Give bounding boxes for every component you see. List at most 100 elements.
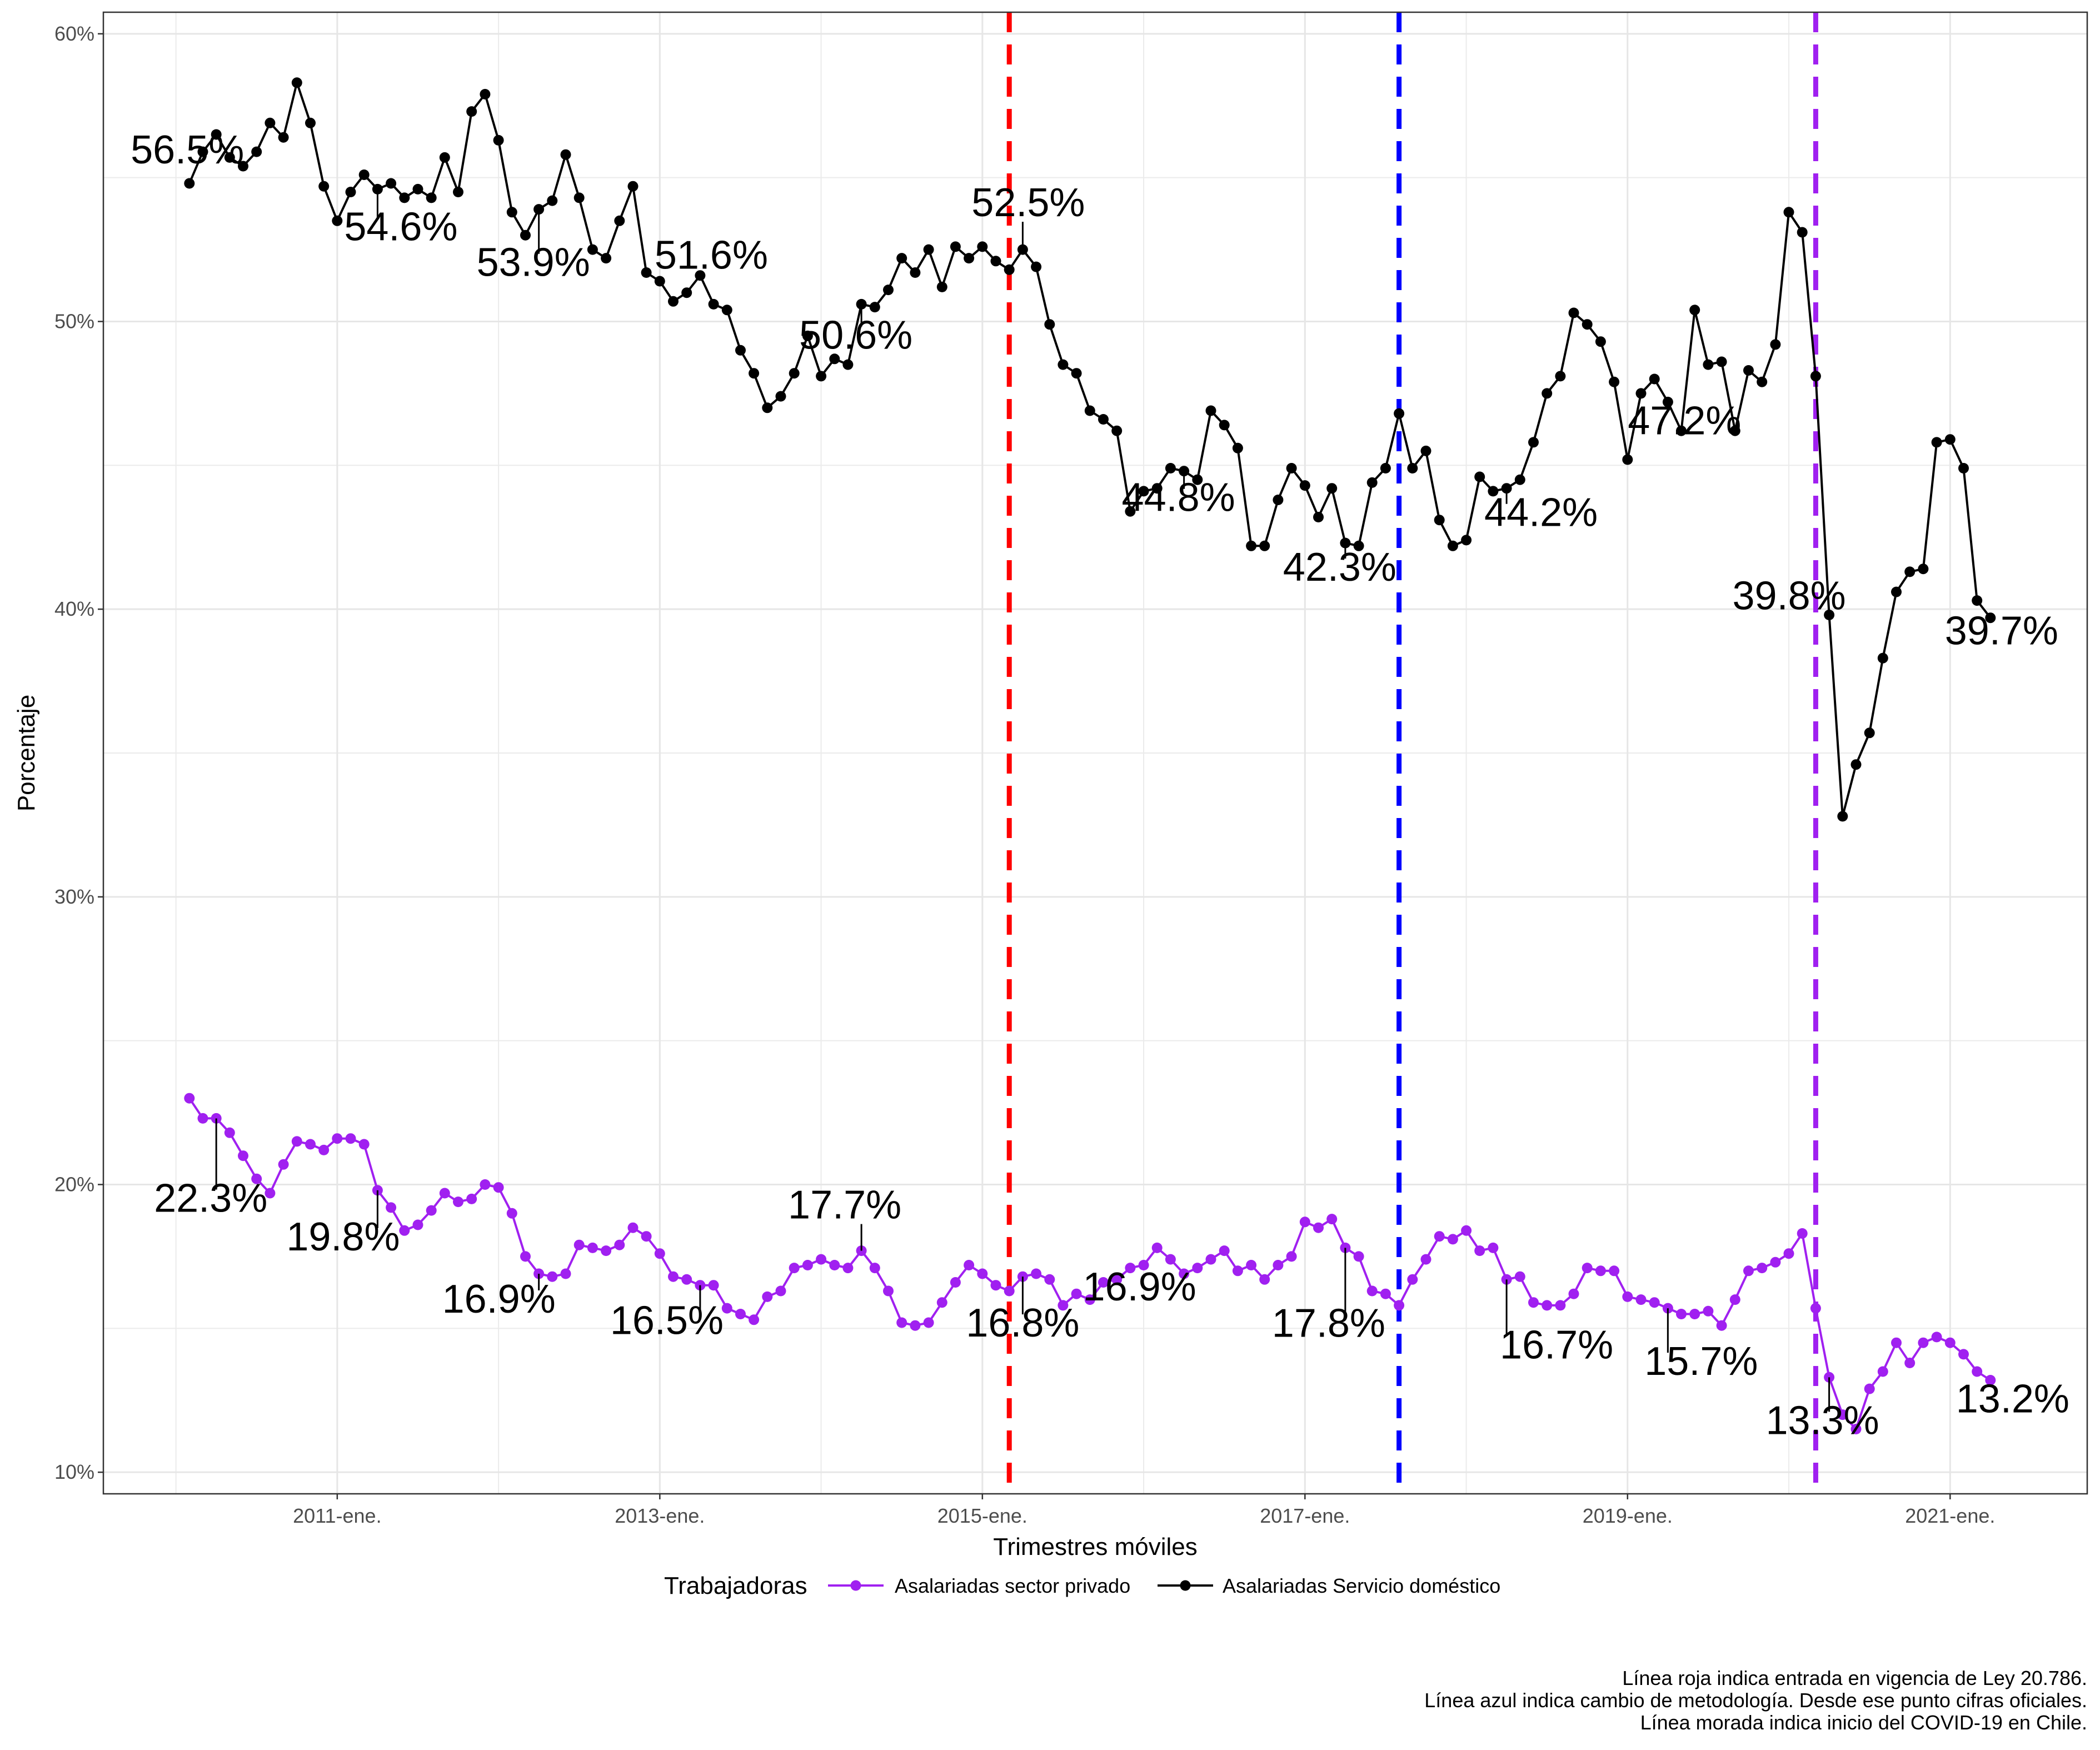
data-point (587, 1242, 598, 1253)
data-point (869, 1263, 880, 1274)
data-point (1716, 1320, 1727, 1331)
annotation-label: 17.8% (1272, 1301, 1385, 1345)
data-point (1931, 437, 1942, 448)
data-point (1111, 425, 1123, 436)
data-point (184, 178, 195, 189)
data-point (493, 134, 504, 146)
data-point (291, 77, 302, 88)
data-point (601, 1245, 612, 1257)
data-point (1542, 1300, 1553, 1311)
data-point (1864, 1383, 1875, 1394)
data-point (1528, 1297, 1539, 1308)
data-point (614, 1239, 625, 1250)
data-point (1299, 1216, 1310, 1228)
data-point (265, 1188, 276, 1199)
series-0 (184, 1093, 1996, 1434)
data-point (318, 181, 330, 192)
legend-item-1: Asalariadas Servicio doméstico (1158, 1574, 1500, 1597)
data-point (332, 215, 343, 226)
data-point (1366, 1285, 1378, 1297)
data-point (211, 1113, 222, 1124)
legend-label: Asalariadas sector privado (895, 1574, 1130, 1597)
data-point (278, 132, 289, 143)
data-point (1743, 1265, 1754, 1277)
data-point (1138, 1260, 1149, 1270)
data-point (601, 253, 612, 264)
legend-label: Asalariadas Servicio doméstico (1223, 1574, 1500, 1597)
data-point (386, 1202, 397, 1213)
annotation-label: 56.5% (131, 128, 244, 172)
annotation-label: 16.9% (1083, 1265, 1196, 1309)
data-point (1568, 1288, 1579, 1299)
x-axis-ticks: 2011-ene. 2013-ene. 2015-ene. 2017-ene. 2019… (293, 1494, 1995, 1527)
data-point (1918, 1337, 1929, 1348)
data-point (197, 1113, 208, 1124)
data-point (305, 117, 316, 128)
data-point (923, 244, 934, 255)
data-point (1904, 566, 1916, 577)
annotation-label: 54.6% (344, 205, 457, 249)
y-tick-label: 60% (54, 22, 94, 45)
data-point (1783, 1248, 1794, 1259)
data-point (1582, 1263, 1593, 1274)
data-point (345, 1133, 356, 1144)
data-point (1394, 408, 1405, 419)
data-point (842, 359, 854, 370)
annotation-label: 22.3% (154, 1176, 267, 1220)
data-point (910, 267, 921, 278)
data-point (1568, 307, 1579, 318)
data-point (278, 1159, 289, 1170)
data-point (399, 192, 410, 203)
annotation-label: 16.7% (1500, 1323, 1613, 1367)
data-point (1179, 1268, 1190, 1279)
y-tick-label: 30% (54, 885, 94, 908)
data-point (1125, 506, 1136, 517)
data-point (1689, 1309, 1700, 1319)
data-point (1703, 359, 1714, 370)
data-point (1340, 537, 1351, 549)
data-point (842, 1263, 854, 1274)
data-point (1716, 356, 1727, 367)
data-point (1904, 1358, 1916, 1368)
data-point (573, 192, 585, 203)
data-point (856, 1245, 867, 1257)
data-point (1474, 471, 1485, 482)
data-point (480, 89, 491, 99)
data-point (224, 1127, 235, 1138)
data-point (1729, 425, 1740, 436)
data-point (1259, 540, 1270, 551)
data-point (1757, 1263, 1768, 1274)
data-point (1058, 359, 1069, 370)
data-point (1850, 1424, 1862, 1434)
data-point (1770, 339, 1781, 350)
y-tick-label: 40% (54, 597, 94, 620)
data-point (506, 207, 517, 218)
data-point (547, 195, 558, 206)
data-point (1246, 1260, 1257, 1270)
data-point (1757, 376, 1768, 387)
data-point (1273, 1260, 1284, 1270)
data-point (238, 161, 248, 172)
annotation-label: 53.9% (477, 241, 590, 285)
data-point (1514, 1271, 1525, 1282)
data-point (1635, 1294, 1647, 1305)
data-point (506, 1208, 517, 1219)
data-point (560, 1268, 571, 1279)
data-point (1555, 1300, 1566, 1311)
y-tick-label: 20% (54, 1173, 94, 1196)
data-point (412, 1219, 423, 1230)
data-point (358, 169, 370, 180)
data-point (1071, 368, 1082, 379)
data-point (977, 1268, 988, 1279)
data-point (493, 1182, 504, 1193)
legend-items: Asalariadas sector privado Asalariadas Se… (828, 1574, 1500, 1597)
data-point (1877, 1366, 1888, 1377)
data-point (1447, 1234, 1458, 1245)
data-point (1326, 1214, 1338, 1225)
legend-title: Trabajadoras (664, 1572, 807, 1599)
data-point (775, 1285, 786, 1297)
data-point (1931, 1332, 1942, 1343)
data-point (1528, 437, 1539, 448)
data-point (345, 187, 356, 197)
